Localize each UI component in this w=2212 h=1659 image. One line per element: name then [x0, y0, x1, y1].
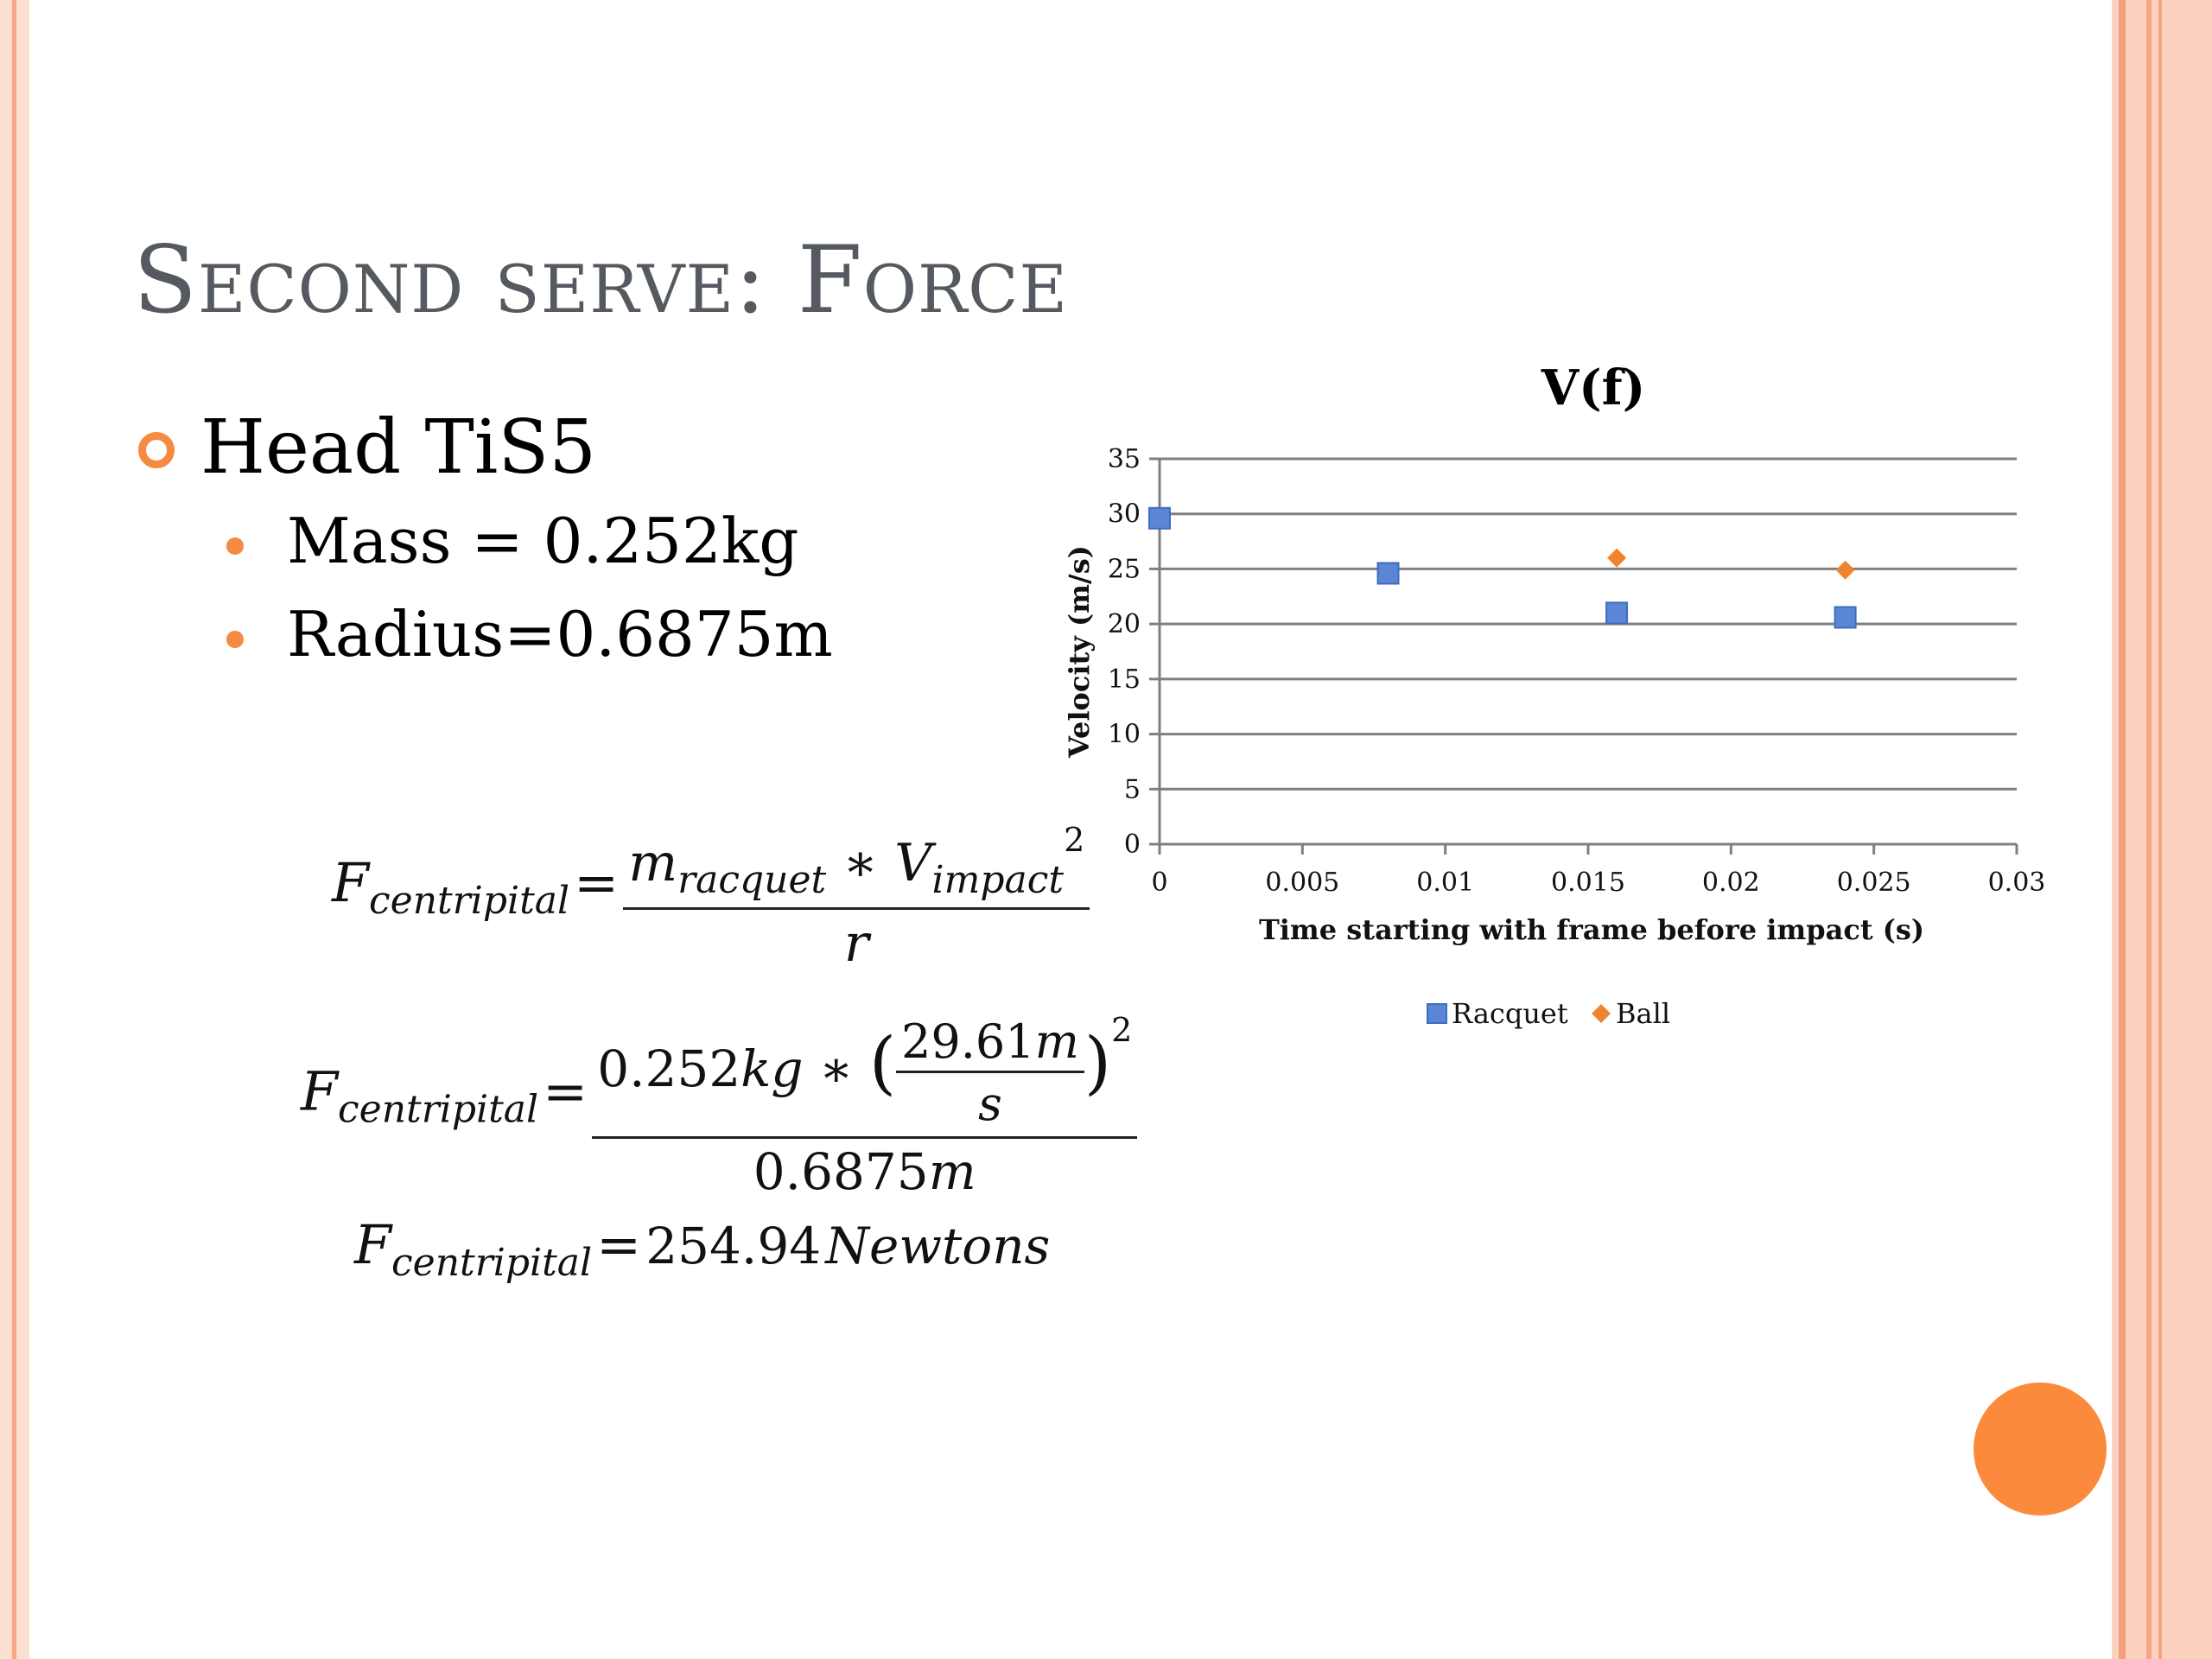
chart-title: V(f)	[1541, 359, 1646, 416]
dot-bullet-icon	[226, 631, 244, 648]
y-tick-label: 20	[1108, 609, 1141, 639]
right-border-line	[2146, 0, 2152, 1659]
left-border-line	[12, 0, 16, 1659]
y-tick-label: 0	[1124, 830, 1141, 860]
right-border-line	[2158, 0, 2162, 1659]
velocity-chart: V(f) 0 5 10 15 20 25 30 35 0 0.005 0.01 0.015 0.02 0.0…	[1063, 359, 2046, 1030]
y-axis-label: Velocity (m/s)	[1063, 545, 1096, 759]
racquet-point	[1376, 562, 1400, 585]
ball-point	[1835, 560, 1855, 580]
x-tick-label: 0.005	[1265, 868, 1339, 898]
y-tick-label: 35	[1108, 444, 1141, 474]
legend-ball-icon	[1592, 1004, 1611, 1023]
ring-bullet-icon	[138, 432, 175, 468]
legend-racquet-icon	[1427, 1003, 1447, 1024]
y-tick-label: 5	[1124, 774, 1141, 804]
ball-point	[1607, 548, 1627, 568]
x-tick-label: 0.01	[1416, 868, 1474, 898]
racquet-point	[1834, 606, 1857, 629]
bullet-mass: Mass = 0.252kg	[287, 505, 799, 577]
x-tick-label: 0.015	[1551, 868, 1625, 898]
bullet-main: Head TiS5	[200, 404, 597, 491]
x-tick-label: 0.02	[1702, 868, 1760, 898]
equation-substituted: Fcentripital = 0.252kg ∗ (29.61m s)2 0.68…	[301, 1011, 1138, 1201]
equation-formula: Fcentripital = mracquet ∗ Vimpact2 r	[332, 821, 1090, 974]
x-tick-label: 0.03	[1988, 868, 2046, 898]
y-tick-label: 25	[1108, 554, 1141, 584]
slide-title: Second serve: Force	[133, 226, 1068, 334]
bullet-radius: Radius=0.6875m	[287, 598, 833, 671]
legend-label: Ball	[1616, 997, 1670, 1030]
right-border	[2112, 0, 2212, 1659]
y-tick-label: 10	[1108, 720, 1141, 750]
y-tick-label: 15	[1108, 664, 1141, 695]
dot-bullet-icon	[226, 537, 244, 555]
y-tick-label: 30	[1108, 499, 1141, 530]
equation-result: Fcentripital = 254.94 Newtons	[354, 1213, 1051, 1285]
racquet-point	[1148, 506, 1171, 530]
right-border-line	[2119, 0, 2126, 1659]
decorative-circle	[1974, 1382, 2107, 1516]
x-axis-label: Time starting with frame before impact (…	[1259, 913, 1924, 946]
x-tick-label: 0	[1151, 868, 1167, 898]
legend-label: Racquet	[1452, 997, 1568, 1030]
racquet-point	[1605, 601, 1629, 625]
x-tick-label: 0.025	[1837, 868, 1911, 898]
